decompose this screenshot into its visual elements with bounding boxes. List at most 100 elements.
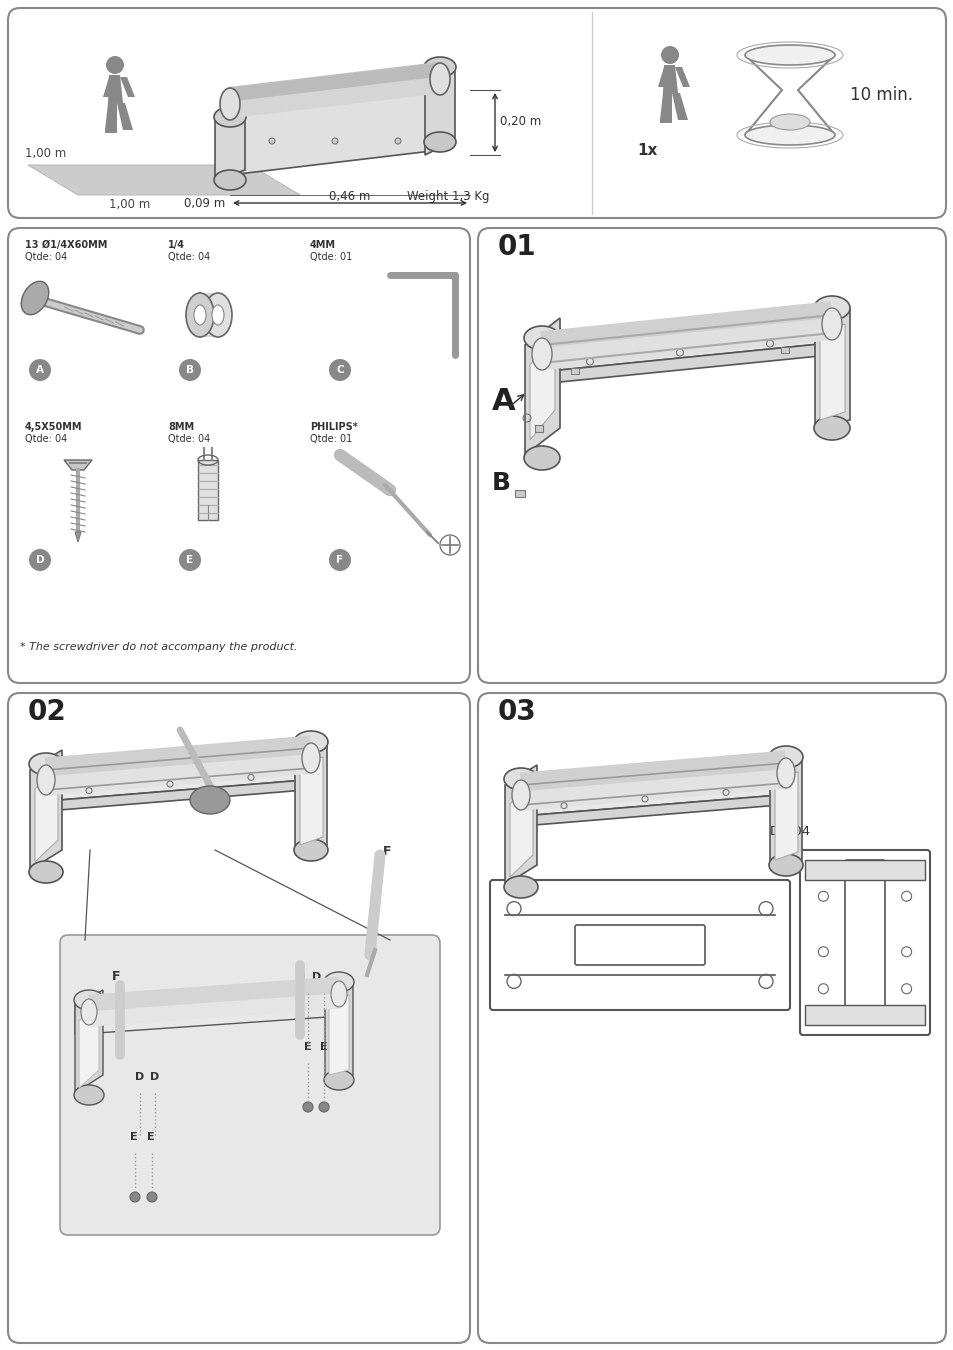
Polygon shape <box>515 490 524 497</box>
Circle shape <box>318 1102 329 1112</box>
Polygon shape <box>530 332 555 440</box>
Text: Weight 1,3 Kg: Weight 1,3 Kg <box>407 190 490 202</box>
Text: E: E <box>147 1133 154 1142</box>
Ellipse shape <box>813 416 849 440</box>
Polygon shape <box>214 115 245 180</box>
Ellipse shape <box>81 999 97 1025</box>
Text: B: B <box>492 471 511 495</box>
Circle shape <box>660 46 679 63</box>
Polygon shape <box>510 760 780 817</box>
Polygon shape <box>299 757 323 845</box>
Text: E: E <box>130 1133 137 1142</box>
Text: 0,46 m: 0,46 m <box>329 190 371 202</box>
Ellipse shape <box>523 446 559 470</box>
Polygon shape <box>659 93 671 120</box>
Polygon shape <box>329 995 349 1075</box>
Text: 03: 03 <box>497 698 537 726</box>
Polygon shape <box>781 347 788 352</box>
Text: Qtde: 04: Qtde: 04 <box>25 433 67 444</box>
Text: F: F <box>112 971 120 983</box>
Ellipse shape <box>423 57 456 77</box>
Circle shape <box>179 359 201 381</box>
Polygon shape <box>671 93 687 120</box>
Circle shape <box>29 549 51 571</box>
FancyBboxPatch shape <box>60 936 439 1235</box>
Text: 1/4: 1/4 <box>168 240 185 250</box>
Polygon shape <box>28 165 299 194</box>
Polygon shape <box>424 65 455 155</box>
Polygon shape <box>535 425 542 432</box>
Polygon shape <box>35 745 305 802</box>
Ellipse shape <box>324 1071 354 1089</box>
Ellipse shape <box>213 107 246 127</box>
Ellipse shape <box>821 308 841 340</box>
Ellipse shape <box>423 132 456 153</box>
Text: A: A <box>36 364 44 375</box>
Polygon shape <box>769 760 801 865</box>
Circle shape <box>329 359 351 381</box>
Polygon shape <box>103 77 117 97</box>
Polygon shape <box>510 780 533 878</box>
Text: D: D <box>295 972 305 981</box>
Ellipse shape <box>523 325 559 350</box>
Text: 0,09 m: 0,09 m <box>184 197 225 209</box>
Ellipse shape <box>190 786 230 814</box>
Polygon shape <box>659 117 671 123</box>
Ellipse shape <box>37 765 55 795</box>
Text: E: E <box>186 555 193 566</box>
Polygon shape <box>120 77 135 97</box>
Text: 1,00 m: 1,00 m <box>110 198 151 211</box>
Ellipse shape <box>29 753 63 775</box>
Ellipse shape <box>512 780 530 810</box>
Text: 01: 01 <box>497 234 536 261</box>
Ellipse shape <box>768 747 802 768</box>
Polygon shape <box>814 310 849 428</box>
Ellipse shape <box>74 1085 104 1106</box>
Polygon shape <box>804 1004 924 1025</box>
Polygon shape <box>75 532 81 541</box>
Ellipse shape <box>744 126 834 144</box>
Text: D: D <box>35 555 44 566</box>
Polygon shape <box>75 990 103 1094</box>
Text: 02: 02 <box>28 698 67 726</box>
Text: Qtde: 04: Qtde: 04 <box>168 252 210 262</box>
Circle shape <box>147 1192 157 1202</box>
Ellipse shape <box>331 981 347 1007</box>
Polygon shape <box>510 795 780 828</box>
Ellipse shape <box>204 293 232 338</box>
Circle shape <box>395 138 400 144</box>
Text: D: D <box>312 972 321 981</box>
Polygon shape <box>325 986 353 1080</box>
Ellipse shape <box>776 757 794 788</box>
Polygon shape <box>75 986 335 1034</box>
Circle shape <box>106 55 124 74</box>
Ellipse shape <box>294 838 328 861</box>
Ellipse shape <box>21 281 49 315</box>
Text: E: E <box>319 1042 327 1052</box>
Text: F: F <box>336 555 343 566</box>
Ellipse shape <box>324 972 354 992</box>
Polygon shape <box>504 765 537 886</box>
Polygon shape <box>30 751 62 869</box>
Text: 0,20 m: 0,20 m <box>499 116 540 128</box>
Polygon shape <box>530 343 829 385</box>
Polygon shape <box>198 460 218 520</box>
Polygon shape <box>658 68 671 86</box>
Text: PHILIPS*: PHILIPS* <box>310 423 357 432</box>
Ellipse shape <box>503 876 537 898</box>
Polygon shape <box>662 65 678 93</box>
Ellipse shape <box>193 305 206 325</box>
Text: Qtde: 04: Qtde: 04 <box>25 252 67 262</box>
Ellipse shape <box>813 296 849 320</box>
Circle shape <box>130 1192 140 1202</box>
Polygon shape <box>230 90 439 176</box>
Ellipse shape <box>532 338 552 370</box>
Ellipse shape <box>186 293 213 338</box>
Ellipse shape <box>74 990 104 1010</box>
Ellipse shape <box>29 861 63 883</box>
Polygon shape <box>774 772 797 860</box>
Circle shape <box>269 138 274 144</box>
Circle shape <box>179 549 201 571</box>
Text: D: D <box>135 1072 144 1081</box>
Polygon shape <box>675 68 689 86</box>
